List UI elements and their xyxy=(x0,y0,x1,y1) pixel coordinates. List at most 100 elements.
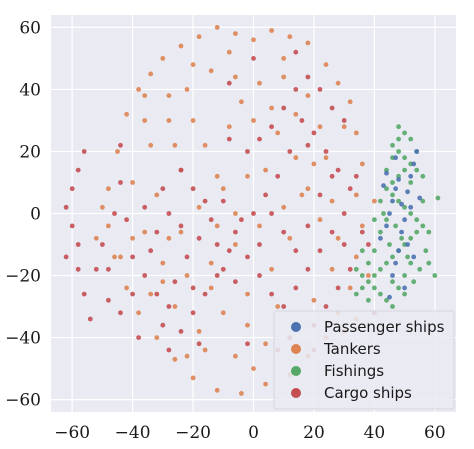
fishings-point xyxy=(396,198,401,204)
tankers-point xyxy=(115,149,120,154)
tankers-point xyxy=(281,56,287,61)
tankers-point xyxy=(184,87,190,92)
cargo-ships-point xyxy=(226,80,232,86)
fishings-point xyxy=(353,266,359,272)
cargo-ships-point xyxy=(323,304,329,309)
cargo-ships-point xyxy=(311,130,317,136)
fishings-point xyxy=(396,136,401,142)
fishings-point xyxy=(359,285,365,291)
tankers-point xyxy=(269,28,274,33)
tankers-point xyxy=(251,366,256,371)
passenger-ships-point xyxy=(411,254,417,260)
cargo-ships-point xyxy=(341,118,347,123)
cargo-ships-point xyxy=(287,149,293,154)
tankers-point xyxy=(124,285,129,291)
passenger-ships-point xyxy=(414,149,420,154)
cargo-ships-point xyxy=(166,347,172,353)
tankers-point xyxy=(214,387,220,393)
cargo-ships-point xyxy=(166,211,172,216)
tankers-point xyxy=(172,142,178,148)
tankers-point xyxy=(372,198,377,204)
passenger-ships-point xyxy=(402,217,407,223)
cargo-ships-point xyxy=(269,211,274,216)
tankers-point xyxy=(305,40,311,46)
cargo-ships-point xyxy=(245,254,250,260)
tankers-point xyxy=(190,118,196,123)
cargo-ships-point xyxy=(329,229,335,235)
fishings-point xyxy=(384,217,389,223)
tankers-point xyxy=(287,34,293,40)
passenger-ships-point xyxy=(408,173,414,179)
cargo-ships-point xyxy=(299,118,305,123)
passenger-ships-point xyxy=(396,177,401,182)
legend-marker xyxy=(291,322,301,332)
passenger-ships-point xyxy=(390,273,395,278)
tankers-point xyxy=(172,356,178,362)
tankers-point xyxy=(353,192,359,198)
tankers-point xyxy=(166,118,172,123)
y-tick-label: 0 xyxy=(30,205,41,225)
tankers-point xyxy=(281,204,287,210)
passenger-ships-point xyxy=(396,248,401,254)
cargo-ships-point xyxy=(154,291,160,297)
fishings-point xyxy=(390,279,395,285)
cargo-ships-point xyxy=(329,105,335,111)
tankers-point xyxy=(166,93,172,98)
fishings-point xyxy=(414,167,420,173)
cargo-ships-point xyxy=(305,223,311,229)
cargo-ships-point xyxy=(359,229,365,235)
tankers-point xyxy=(233,242,238,247)
cargo-ships-point xyxy=(81,291,87,297)
tankers-point xyxy=(245,322,250,328)
fishings-point xyxy=(432,273,438,278)
fishings-point xyxy=(384,260,389,266)
cargo-ships-point xyxy=(208,217,214,223)
fishings-point xyxy=(372,273,377,278)
legend-label: Fishings xyxy=(324,362,384,380)
tankers-point xyxy=(190,375,196,381)
cargo-ships-point xyxy=(233,229,238,235)
passenger-ships-point xyxy=(399,229,404,235)
passenger-ships-point xyxy=(387,294,392,300)
data-points xyxy=(63,25,441,396)
tick-labels: −60 −40 −20 0 20 40 60 −60 −40 −20 0 20 40 60 xyxy=(5,18,446,443)
cargo-ships-point xyxy=(305,142,311,148)
tankers-point xyxy=(93,235,99,241)
tankers-point xyxy=(329,198,335,204)
fishings-point xyxy=(387,242,392,247)
fishings-point xyxy=(366,297,371,303)
tankers-point xyxy=(257,80,262,86)
fishings-point xyxy=(402,130,407,136)
x-tick-label: 60 xyxy=(424,423,446,443)
fishings-point xyxy=(372,285,377,291)
legend-marker xyxy=(291,366,301,376)
tankers-point xyxy=(214,25,220,30)
tankers-point xyxy=(178,229,184,235)
cargo-ships-point xyxy=(172,279,178,285)
tankers-point xyxy=(208,68,214,74)
cargo-ships-point xyxy=(142,273,148,278)
legend-marker xyxy=(291,344,301,354)
tankers-point xyxy=(347,99,353,105)
passenger-ships-point xyxy=(393,155,398,161)
tankers-point xyxy=(136,310,142,316)
tankers-point xyxy=(100,204,105,210)
cargo-ships-point xyxy=(347,186,353,192)
fishings-point xyxy=(402,167,407,173)
cargo-ships-point xyxy=(190,310,196,316)
y-tick-label: −20 xyxy=(5,267,41,287)
tankers-point xyxy=(359,161,365,167)
tankers-point xyxy=(148,291,154,297)
tankers-point xyxy=(208,285,214,291)
tankers-point xyxy=(160,279,166,285)
passenger-ships-point xyxy=(381,183,386,189)
cargo-ships-point xyxy=(75,242,81,247)
tankers-point xyxy=(245,173,250,179)
fishings-point xyxy=(420,173,426,179)
cargo-ships-point xyxy=(154,229,160,235)
legend-label: Tankers xyxy=(323,340,381,358)
fishings-point xyxy=(390,142,395,148)
fishings-point xyxy=(420,223,426,229)
tankers-point xyxy=(190,62,196,67)
fishings-point xyxy=(399,235,404,241)
